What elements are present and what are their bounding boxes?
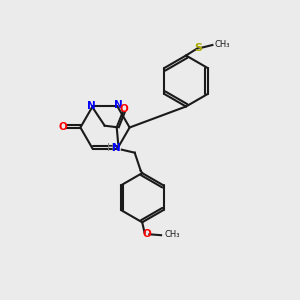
Text: H: H [107, 143, 114, 153]
Text: S: S [194, 43, 202, 53]
Text: CH₃: CH₃ [164, 230, 180, 239]
Text: N: N [112, 143, 121, 153]
Text: N: N [87, 100, 96, 111]
Text: O: O [142, 229, 152, 239]
Text: O: O [59, 122, 68, 133]
Text: O: O [120, 103, 129, 114]
Text: N: N [113, 100, 122, 110]
Text: CH₃: CH₃ [215, 40, 230, 49]
